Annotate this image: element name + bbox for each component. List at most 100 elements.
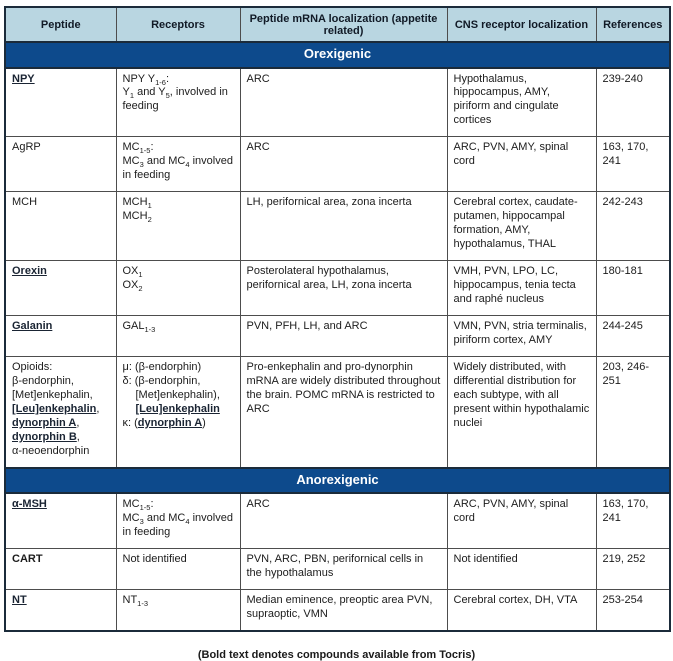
cell-line: dynorphin A, <box>12 417 110 431</box>
header-peptide: Peptide <box>4 6 117 43</box>
cell-refs: 163, 170, 241 <box>595 492 671 550</box>
cell-line: AgRP <box>12 141 110 155</box>
cell-mrna: Posterolateral hypothalamus, perifornica… <box>239 260 448 317</box>
text-segment: 1-3 <box>137 599 149 609</box>
text-segment: involved in feeding <box>122 155 233 182</box>
text-segment: 5 <box>165 91 170 101</box>
cell-line: NPY <box>12 73 110 87</box>
text-segment: 180-181 <box>602 265 643 278</box>
cell-line: [Met]enkephalin, <box>12 389 110 403</box>
text-segment: α-neoendorphin <box>12 444 90 457</box>
cell-line: 242-243 <box>603 196 664 210</box>
cell-line: VMH, PVN, LPO, LC, hippocampus, tenia te… <box>454 265 590 307</box>
compound-link[interactable]: Galanin <box>12 320 53 333</box>
cell-line: Not identified <box>123 553 234 567</box>
cell-line: CART <box>12 553 110 567</box>
cell-refs: 253-254 <box>595 589 671 632</box>
text-segment: Y <box>122 86 130 99</box>
cell-line: ARC, PVN, AMY, spinal cord <box>454 141 590 169</box>
section-title: Orexigenic <box>4 41 671 69</box>
table-row: MCH MCH1 MCH2 LH, perifornical area, zona i… <box>4 191 671 262</box>
cell-mrna: LH, perifornical area, zona incerta <box>239 191 448 262</box>
text-segment: AgRP <box>12 141 41 154</box>
cell-line: ARC <box>247 141 441 155</box>
text-segment: 163, 170, 241 <box>602 498 649 525</box>
footer-note: (Bold text denotes compounds available f… <box>197 649 476 661</box>
compound-link[interactable]: dynorphin B <box>12 430 77 443</box>
cell-line: α-MSH <box>12 498 110 512</box>
table-row: α-MSH MC1-5: MC3 and MC4 involved in feedi… <box>4 492 671 550</box>
cell-line: 244-245 <box>603 320 664 334</box>
cell-cns: Hypothalamus, hippocampus, AMY, piriform… <box>446 66 597 138</box>
cell-line: GAL1-3 <box>123 320 234 334</box>
text-segment: Widely distributed, with differential di… <box>453 361 590 429</box>
compound-link[interactable]: [Leu]enkephalin <box>135 402 220 415</box>
text-segment: ARC, PVN, AMY, spinal cord <box>453 141 569 168</box>
text-segment: MC <box>122 512 140 525</box>
peptide-reference-table: Peptide Receptors Peptide mRNA localizat… <box>4 6 671 633</box>
cell-refs: 244-245 <box>595 315 671 357</box>
cell-line: Pro-enkephalin and pro-dynorphin mRNA ar… <box>247 361 441 417</box>
cell-line: OX1 <box>123 265 234 279</box>
cell-mrna: ARC <box>239 66 448 138</box>
text-segment: 1-5 <box>139 146 151 156</box>
text-segment: 244-245 <box>602 320 643 333</box>
cell-peptide: Galanin <box>4 315 117 357</box>
text-segment: 4 <box>185 517 190 527</box>
text-segment: δ: (β-endorphin, <box>122 374 201 387</box>
compound-link[interactable]: dynorphin A <box>12 416 77 429</box>
text-segment: 239-240 <box>602 72 643 85</box>
cell-cns: Not identified <box>446 548 597 591</box>
section-row-orexigenic: Orexigenic <box>4 41 671 69</box>
text-segment: NT <box>122 594 138 607</box>
cell-mrna: PVN, PFH, LH, and ARC <box>239 315 448 357</box>
text-segment: 242-243 <box>602 196 643 209</box>
cell-refs: 203, 246-251 <box>595 355 671 469</box>
header-row: Peptide Receptors Peptide mRNA localizat… <box>4 6 671 43</box>
cell-cns: Cerebral cortex, DH, VTA <box>446 589 597 632</box>
cell-peptide: NPY <box>4 66 117 138</box>
cell-line: 239-240 <box>603 73 664 87</box>
cell-line: NT <box>12 594 110 608</box>
cell-line: ARC <box>247 73 441 87</box>
cell-refs: 180-181 <box>595 260 671 317</box>
compound-link[interactable]: Orexin <box>12 265 47 278</box>
cell-receptors: NPY Y1-6: Y1 and Y5, involved in feeding <box>115 66 241 138</box>
compound-link[interactable]: NT <box>12 594 27 607</box>
cell-peptide: Orexin <box>4 260 117 317</box>
compound-link[interactable]: NPY <box>12 72 35 85</box>
cell-line: 203, 246-251 <box>603 361 664 389</box>
text-segment: and MC <box>143 155 186 168</box>
cell-line: κ: (dynorphin A) <box>123 417 234 431</box>
text-segment: Not identified <box>122 553 187 566</box>
cell-line: 163, 170, 241 <box>603 141 664 169</box>
cell-receptors: NT1-3 <box>115 589 241 632</box>
text-segment: MC <box>122 155 140 168</box>
text-segment: VMN, PVN, stria terminalis, piriform cor… <box>453 320 587 347</box>
text-segment: κ: ( <box>122 416 138 429</box>
text-segment: 253-254 <box>602 594 643 607</box>
text-segment: OX <box>122 265 139 278</box>
compound-link[interactable]: dynorphin A <box>137 416 203 429</box>
text-segment: Hypothalamus, hippocampus, AMY, piriform… <box>453 72 559 127</box>
text-segment: 1 <box>129 91 135 101</box>
cell-line: MCH <box>12 196 110 210</box>
text-segment: involved in feeding <box>122 512 233 539</box>
cell-refs: 163, 170, 241 <box>595 136 671 193</box>
text-segment: β-endorphin, <box>12 374 74 387</box>
text-segment: 3 <box>139 160 144 170</box>
table-row: Galanin GAL1-3 PVN, PFH, LH, and ARC VMN, P… <box>4 315 671 357</box>
text-segment: and Y <box>134 86 166 99</box>
compound-link[interactable]: [Leu]enkephalin <box>12 402 97 415</box>
text-segment: , <box>76 416 80 429</box>
cell-receptors: MC1-5: MC3 and MC4 involved in feeding <box>115 492 241 550</box>
table-row: NPY NPY Y1-6: Y1 and Y5, involved in feedi… <box>4 66 671 138</box>
cell-peptide: NT <box>4 589 117 632</box>
cell-cns: VMN, PVN, stria terminalis, piriform cor… <box>446 315 597 357</box>
text-segment: 3 <box>139 517 144 527</box>
cell-line: MC1-5: <box>123 498 234 512</box>
table-row: NT NT1-3 Median eminence, preoptic area PV… <box>4 589 671 632</box>
cell-line: [Leu]enkephalin <box>123 403 234 417</box>
cell-line: Posterolateral hypothalamus, perifornica… <box>247 265 441 293</box>
compound-link[interactable]: α-MSH <box>12 498 47 511</box>
